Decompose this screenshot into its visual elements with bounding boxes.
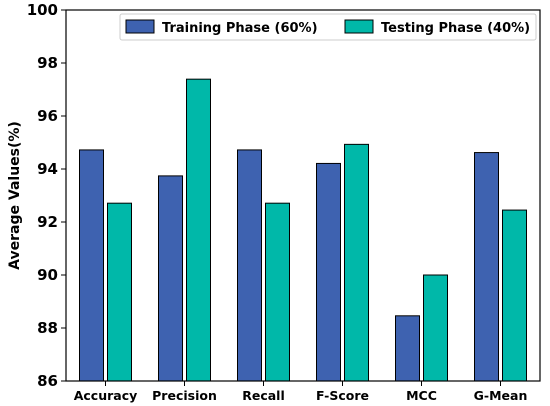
y-tick-label: 86 [37, 372, 58, 390]
y-axis: 86 88 90 92 94 96 98 100 [27, 1, 66, 390]
training-bar-g-mean [474, 152, 499, 382]
x-tick-label: Recall [242, 388, 285, 403]
testing-bar-mcc [423, 274, 448, 382]
testing-bar-g-mean [502, 209, 527, 382]
y-tick-label: 92 [37, 213, 58, 231]
x-tick-label: F-Score [316, 388, 369, 403]
training-bar-recall [237, 149, 262, 382]
y-axis-title: Average Values(%) [7, 121, 23, 270]
testing-bar-accuracy [107, 202, 132, 382]
legend-box [119, 13, 537, 41]
y-tick-label: 90 [37, 266, 58, 284]
legend-swatch-training [125, 19, 155, 34]
x-tick-label: G-Mean [474, 388, 528, 403]
y-tick-label: 94 [37, 160, 58, 178]
legend: Training Phase (60%) Testing Phase (40%) [119, 13, 537, 41]
x-axis: Accuracy Precision Recall F-Score MCC G-Mean [74, 381, 528, 403]
legend-swatch-testing [344, 19, 374, 34]
testing-bar-f-score [344, 143, 369, 382]
y-tick-label: 96 [37, 107, 58, 125]
legend-label-training: Training Phase (60%) [162, 21, 318, 36]
x-tick-label: MCC [406, 388, 437, 403]
testing-bar-recall [265, 202, 290, 382]
y-tick-label: 100 [27, 1, 58, 19]
plot-frame [65, 9, 541, 382]
legend-label-testing: Testing Phase (40%) [381, 21, 530, 36]
y-tick-label: 88 [37, 319, 58, 337]
x-tick-label: Precision [152, 388, 217, 403]
training-bar-accuracy [79, 149, 104, 382]
x-tick-label: Accuracy [74, 388, 138, 403]
testing-bar-precision [186, 78, 211, 382]
y-tick-label: 98 [37, 54, 58, 72]
training-bar-mcc [395, 315, 420, 382]
training-bar-f-score [316, 162, 341, 382]
training-bar-precision [158, 175, 183, 382]
bars-group [79, 78, 527, 382]
